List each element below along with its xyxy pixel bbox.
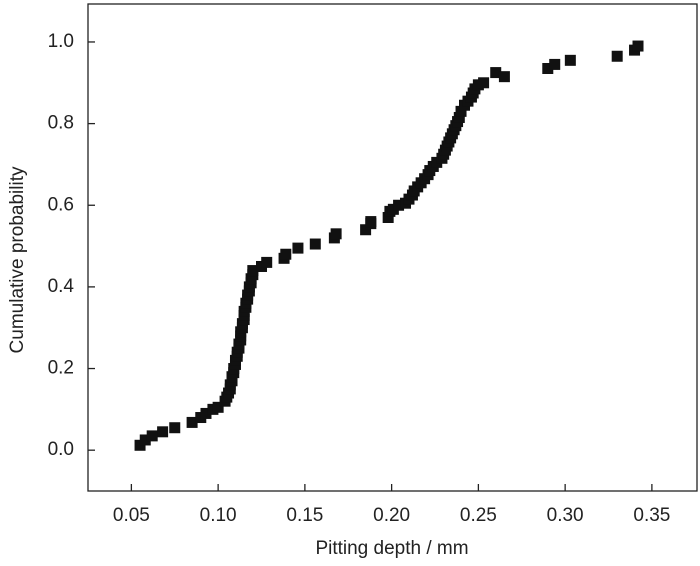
point [157, 426, 169, 438]
point [490, 67, 502, 79]
point [212, 401, 224, 413]
point [280, 248, 292, 260]
point [261, 256, 273, 268]
point [292, 242, 304, 254]
point [169, 422, 181, 434]
point [498, 71, 510, 83]
point [542, 62, 554, 74]
point [453, 111, 465, 123]
point [382, 211, 394, 223]
point [360, 224, 372, 236]
y-tick-label: 0.0 [48, 439, 74, 460]
y-tick-label: 0.2 [48, 358, 74, 379]
point [200, 407, 212, 419]
point [632, 40, 644, 52]
y-tick-label: 0.4 [48, 276, 75, 297]
x-axis-label: Pitting depth / mm [315, 538, 468, 559]
point [309, 238, 321, 250]
point [139, 434, 151, 446]
x-tick-label: 0.15 [286, 505, 323, 526]
point [186, 416, 198, 428]
x-tick-label: 0.20 [373, 505, 410, 526]
y-tick-label: 0.6 [48, 194, 74, 215]
point [146, 430, 158, 442]
x-tick-label: 0.05 [113, 505, 150, 526]
point [564, 54, 576, 66]
x-tick-label: 0.10 [200, 505, 237, 526]
point [247, 265, 259, 277]
y-tick-label: 0.8 [48, 113, 74, 134]
point [478, 77, 490, 89]
x-tick-label: 0.30 [547, 505, 584, 526]
y-axis-label: Cumulative probability [7, 166, 28, 353]
y-tick-label: 1.0 [48, 31, 74, 52]
x-tick-label: 0.35 [633, 505, 670, 526]
point [365, 216, 377, 228]
point [330, 228, 342, 240]
point [549, 58, 561, 70]
point [455, 105, 467, 117]
x-tick-label: 0.25 [460, 505, 497, 526]
plot-frame [87, 3, 698, 492]
point [393, 199, 405, 211]
point [611, 50, 623, 62]
